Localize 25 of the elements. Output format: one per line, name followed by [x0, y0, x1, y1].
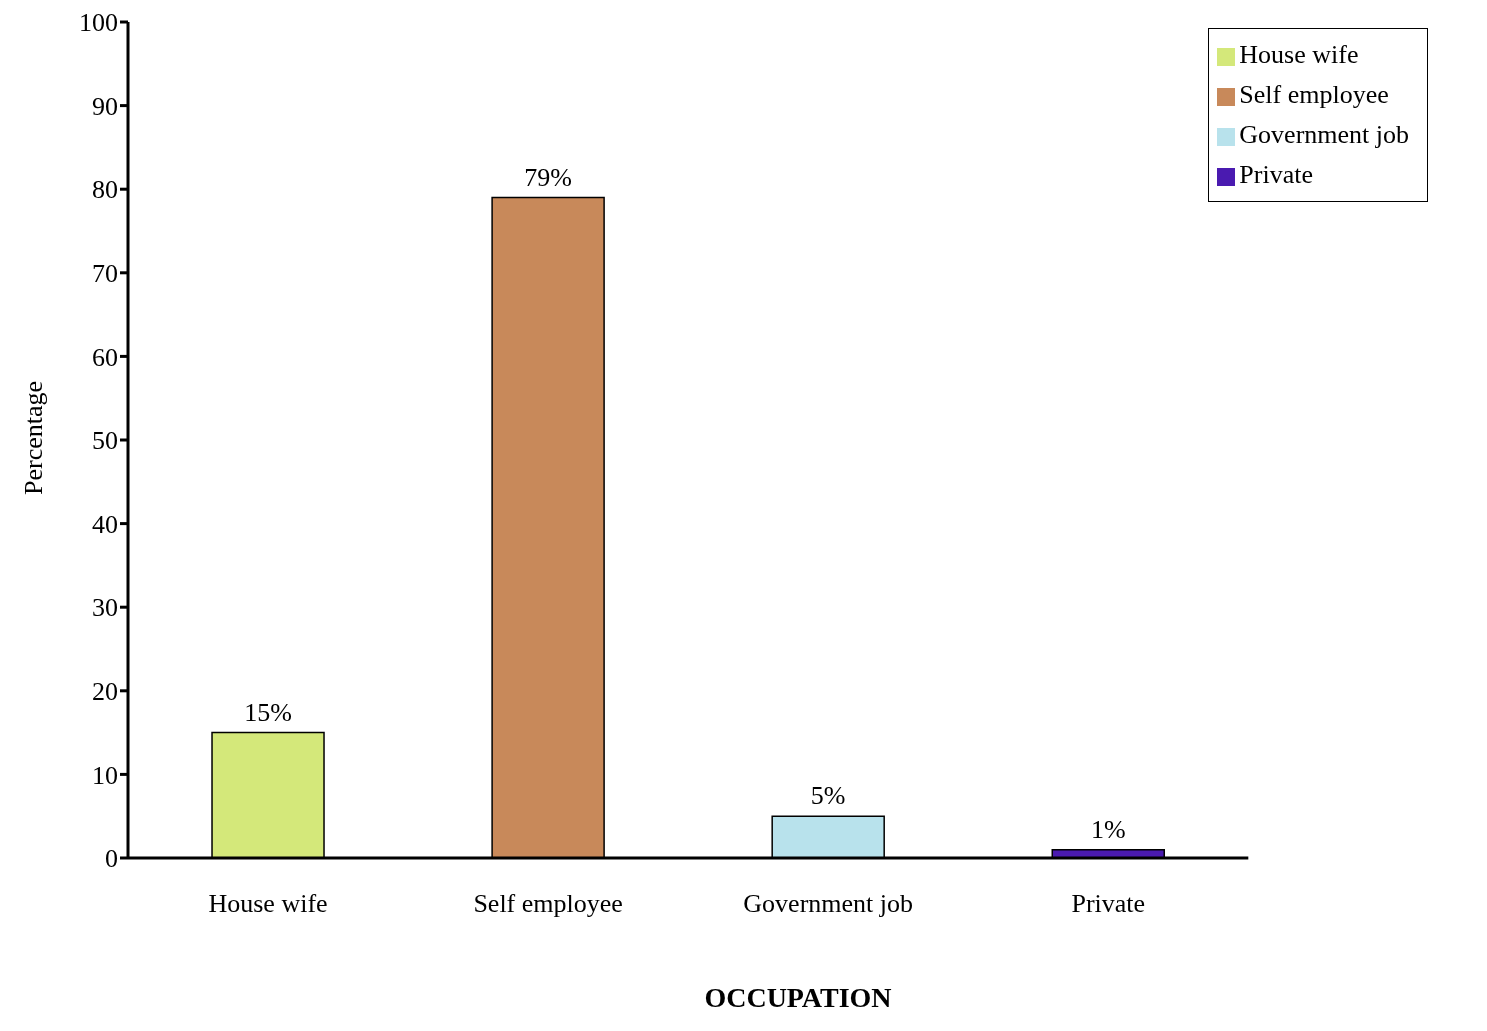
- y-tick-label: 20: [92, 677, 118, 707]
- legend-label: Self employee: [1239, 80, 1389, 109]
- y-tick-label: 50: [92, 426, 118, 456]
- y-tick-label: 90: [92, 91, 118, 121]
- y-tick-label: 40: [92, 509, 118, 539]
- y-tick-label: 100: [79, 8, 118, 38]
- y-tick-label: 70: [92, 259, 118, 289]
- data-label: 15%: [244, 697, 292, 727]
- y-tick-label: 80: [92, 175, 118, 205]
- x-tick-label: Private: [1071, 889, 1146, 919]
- data-label: 5%: [810, 781, 846, 811]
- y-tick-label: 60: [92, 342, 118, 372]
- y-tick-label: 30: [92, 593, 118, 623]
- y-tick-label: 10: [92, 760, 118, 790]
- data-label: 79%: [524, 162, 572, 192]
- x-tick-label: Self employee: [473, 889, 623, 919]
- legend-label: Government job: [1239, 120, 1409, 149]
- x-tick-label: Government job: [743, 889, 914, 919]
- x-axis-title: OCCUPATION: [703, 982, 893, 1014]
- y-tick-label: 0: [105, 844, 118, 874]
- legend-label: Private: [1239, 160, 1313, 189]
- x-tick-label: House wife: [208, 889, 328, 919]
- y-axis-title: Percentage: [19, 380, 49, 496]
- legend-label: House wife: [1239, 40, 1359, 69]
- data-label: 1%: [1090, 814, 1126, 844]
